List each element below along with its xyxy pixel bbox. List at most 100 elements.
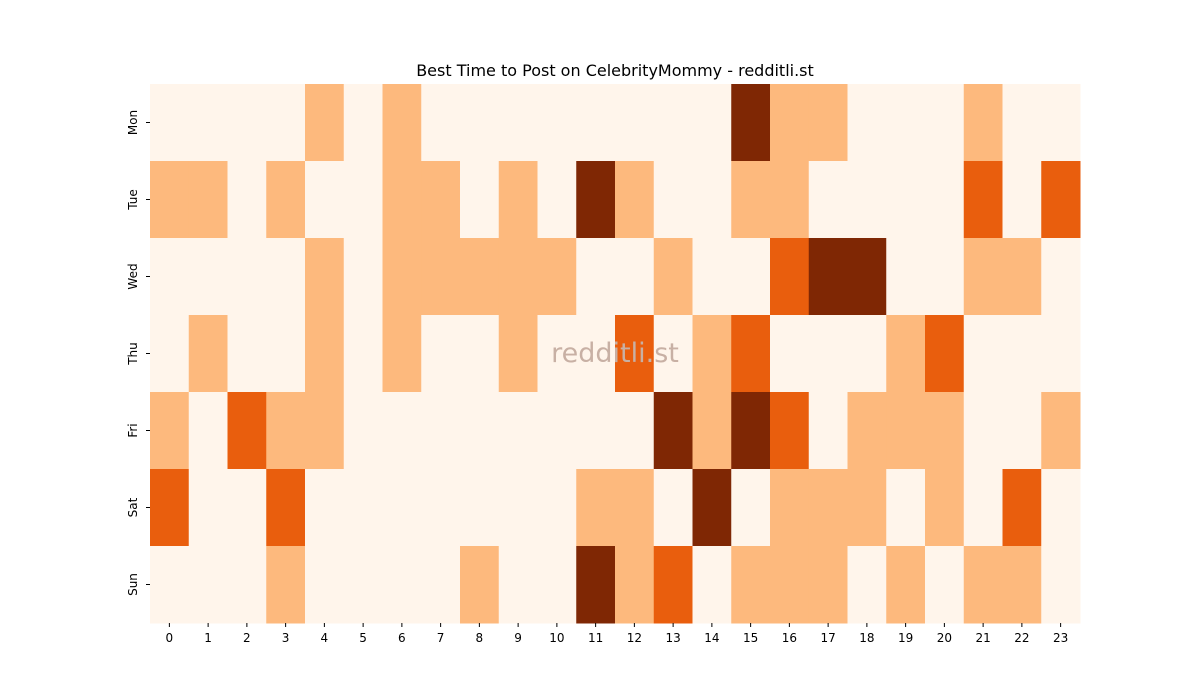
heatmap-cell-sat-9 [498,469,538,547]
heatmap-cell-mon-4 [305,84,345,162]
heatmap-cell-sun-12 [615,546,655,624]
x-tick-label: 1 [204,631,212,645]
x-tick-label: 19 [898,631,913,645]
heatmap-cell-tue-3 [266,161,306,239]
heatmap-cell-mon-18 [847,84,887,162]
heatmap-cell-sun-20 [925,546,965,624]
heatmap-cell-wed-5 [343,238,383,316]
heatmap-cell-fri-14 [692,392,732,470]
heatmap-cell-mon-21 [963,84,1003,162]
y-tick-label: Wed [126,263,140,289]
heatmap-cell-sat-10 [537,469,577,547]
y-tick-label: Sat [126,497,140,517]
heatmap-cell-fri-20 [925,392,965,470]
heatmap-cell-wed-11 [576,238,616,316]
heatmap-cells [150,84,1081,624]
x-tick-label: 11 [588,631,603,645]
heatmap-cell-wed-20 [925,238,965,316]
heatmap-cell-fri-18 [847,392,887,470]
heatmap-cell-mon-14 [692,84,732,162]
heatmap-cell-sun-10 [537,546,577,624]
heatmap-cell-sun-21 [963,546,1003,624]
chart-title: Best Time to Post on CelebrityMommy - re… [416,61,814,80]
heatmap-cell-tue-4 [305,161,345,239]
heatmap-cell-sat-22 [1002,469,1042,547]
heatmap-cell-fri-13 [653,392,693,470]
heatmap-cell-sat-11 [576,469,616,547]
heatmap-cell-fri-17 [808,392,848,470]
heatmap-cell-wed-0 [150,238,190,316]
heatmap-cell-tue-19 [886,161,926,239]
heatmap-cell-sun-5 [343,546,383,624]
heatmap-cell-mon-1 [188,84,228,162]
heatmap-cell-sun-13 [653,546,693,624]
heatmap-cell-fri-7 [421,392,461,470]
heatmap-cell-tue-7 [421,161,461,239]
heatmap-cell-mon-8 [460,84,500,162]
heatmap-cell-sun-6 [382,546,422,624]
heatmap-cell-sat-4 [305,469,345,547]
heatmap-cell-wed-9 [498,238,538,316]
x-tick-label: 22 [1014,631,1029,645]
heatmap-cell-fri-9 [498,392,538,470]
x-tick-label: 5 [359,631,367,645]
heatmap-cell-sun-3 [266,546,306,624]
heatmap-cell-thu-22 [1002,315,1042,393]
heatmap-cell-wed-22 [1002,238,1042,316]
heatmap-cell-thu-12 [615,315,655,393]
heatmap-cell-wed-1 [188,238,228,316]
heatmap-cell-tue-9 [498,161,538,239]
heatmap-cell-wed-4 [305,238,345,316]
heatmap-cell-sat-0 [150,469,190,547]
heatmap-cell-wed-3 [266,238,306,316]
heatmap-cell-tue-17 [808,161,848,239]
heatmap-cell-fri-10 [537,392,577,470]
x-tick-label: 10 [549,631,564,645]
heatmap-cell-sat-7 [421,469,461,547]
heatmap-cell-fri-6 [382,392,422,470]
heatmap-cell-thu-4 [305,315,345,393]
y-tick-label: Tue [126,189,140,211]
heatmap-cell-wed-13 [653,238,693,316]
heatmap-cell-sat-17 [808,469,848,547]
heatmap-cell-thu-20 [925,315,965,393]
heatmap-cell-sun-16 [770,546,810,624]
heatmap-cell-sat-6 [382,469,422,547]
heatmap-cell-sat-18 [847,469,887,547]
heatmap-cell-sun-8 [460,546,500,624]
heatmap-cell-thu-5 [343,315,383,393]
heatmap-cell-thu-9 [498,315,538,393]
heatmap-cell-fri-22 [1002,392,1042,470]
heatmap-cell-sat-16 [770,469,810,547]
x-tick-label: 15 [743,631,758,645]
heatmap-cell-mon-23 [1041,84,1081,162]
heatmap-cell-mon-3 [266,84,306,162]
heatmap-cell-wed-7 [421,238,461,316]
heatmap-cell-sat-21 [963,469,1003,547]
heatmap-cell-tue-18 [847,161,887,239]
heatmap-cell-fri-12 [615,392,655,470]
heatmap-cell-thu-16 [770,315,810,393]
y-tick-label: Mon [126,110,140,135]
heatmap-cell-thu-2 [227,315,267,393]
heatmap-cell-sun-14 [692,546,732,624]
heatmap-cell-fri-3 [266,392,306,470]
heatmap-cell-sat-12 [615,469,655,547]
heatmap-cell-thu-6 [382,315,422,393]
x-axis: 0 1 2 3 4 5 6 7 8 9 10 11 12 13 14 15 16 17 18 19 20 21 22 23 [166,623,1068,645]
heatmap-cell-tue-11 [576,161,616,239]
heatmap-cell-tue-16 [770,161,810,239]
y-tick-label: Sun [126,573,140,596]
watermark: redditli.st [551,338,679,369]
heatmap-cell-sun-2 [227,546,267,624]
x-tick-label: 21 [975,631,990,645]
heatmap-cell-sat-15 [731,469,771,547]
heatmap-cell-fri-0 [150,392,190,470]
heatmap-cell-tue-22 [1002,161,1042,239]
heatmap-cell-thu-13 [653,315,693,393]
heatmap-cell-sun-19 [886,546,926,624]
heatmap-cell-sat-23 [1041,469,1081,547]
heatmap-cell-wed-15 [731,238,771,316]
